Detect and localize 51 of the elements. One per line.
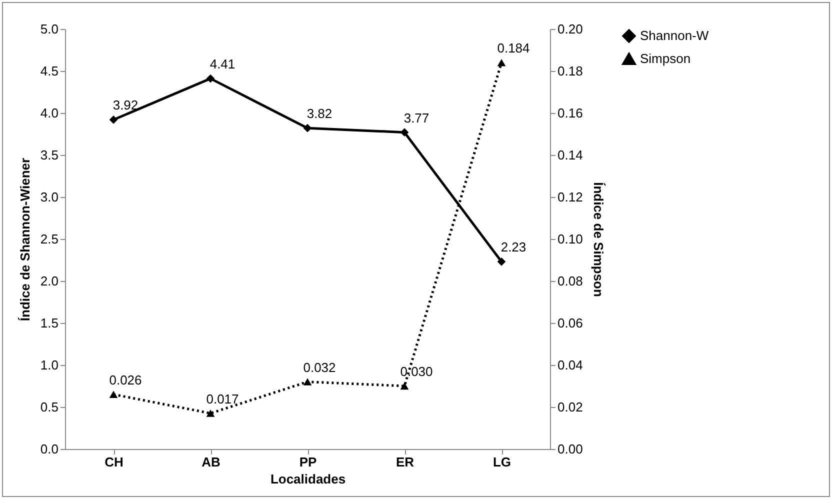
data-label: 0.017	[206, 391, 239, 406]
y-tick-label: 3.0	[40, 190, 58, 204]
data-label: 0.030	[400, 364, 433, 379]
y-tick-label: 3.5	[40, 148, 58, 162]
x-tick-label: ER	[396, 454, 415, 470]
y2-tick-label: 0.16	[558, 106, 583, 120]
point	[497, 58, 506, 66]
y-tick-label: 1.5	[40, 316, 58, 330]
point	[206, 74, 215, 83]
y-tick-label: 0.0	[40, 442, 58, 456]
data-label: 4.41	[210, 56, 236, 72]
y-tick-label: 2.0	[40, 274, 58, 288]
y-tick-label: 4.5	[40, 64, 58, 78]
x-tick-label: LG	[492, 454, 512, 470]
y-axis-title: Índice de Shannon-Wiener	[17, 158, 32, 322]
point	[400, 382, 409, 390]
y2-tick-label: 0.18	[558, 64, 583, 78]
point	[303, 378, 312, 386]
data-label: 3.82	[306, 106, 332, 122]
x-axis-title: Localidades	[270, 472, 346, 486]
legend-label: Simpson	[640, 51, 691, 66]
y2-tick-label: 0.12	[558, 190, 583, 204]
y-tick-label: 4.0	[40, 106, 58, 120]
data-label: 3.77	[404, 110, 430, 126]
data-label: 0.032	[303, 360, 336, 375]
y2-tick-label: 0.02	[558, 400, 583, 414]
point	[109, 116, 118, 124]
x-tick-label: AB	[202, 454, 220, 470]
y2-tick-label: 0.06	[558, 316, 583, 330]
data-label: 0.026	[109, 372, 142, 388]
y-tick-label: 0.5	[40, 400, 58, 414]
data-label: 3.92	[112, 98, 138, 113]
point	[400, 128, 409, 137]
y2-tick-label: 0.08	[558, 274, 583, 288]
y-tick-label: 1.0	[40, 358, 58, 372]
y2-tick-label: 0.20	[558, 22, 583, 36]
y2-axis-title: Índice de Simpson	[590, 182, 606, 297]
y-tick-label: 5.0	[40, 22, 58, 36]
x-tick-label: CH	[104, 454, 124, 470]
y2-tick-label: 0.14	[558, 148, 583, 162]
y2-tick-label: 0.00	[558, 442, 583, 456]
legend-label: Shannon-W	[640, 28, 710, 43]
y2-tick-label: 0.10	[558, 232, 583, 246]
data-label: 0.184	[497, 40, 530, 56]
x-tick-label: PP	[299, 454, 317, 470]
data-label: 2.23	[500, 240, 526, 255]
y2-tick-label: 0.04	[558, 358, 583, 372]
y-tick-label: 2.5	[40, 232, 58, 246]
point	[206, 410, 215, 417]
point	[497, 257, 506, 266]
point	[109, 390, 118, 398]
